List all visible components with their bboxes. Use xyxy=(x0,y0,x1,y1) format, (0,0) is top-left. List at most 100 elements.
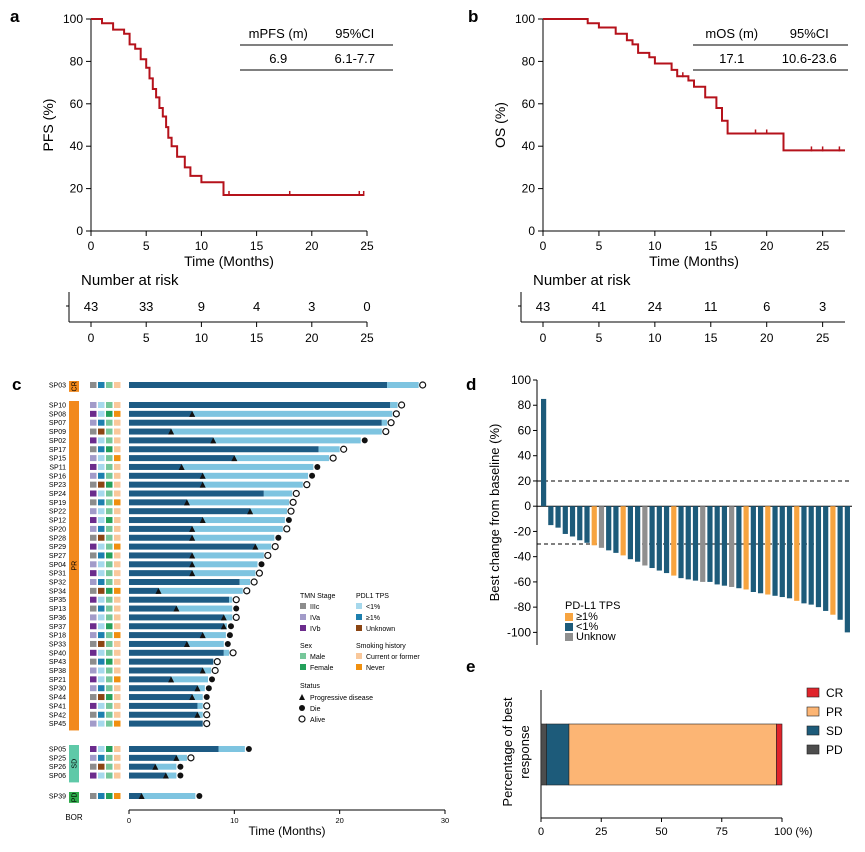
death-marker xyxy=(177,772,184,779)
segment-cr xyxy=(776,723,783,786)
swim-bar-pre xyxy=(129,640,187,647)
legend-title: TMN Stage xyxy=(300,593,336,600)
waterfall-bar xyxy=(649,506,655,569)
x-tick-label: 20 xyxy=(335,816,343,825)
attribute-tile xyxy=(106,552,113,559)
attribute-tile xyxy=(106,410,113,417)
segment-sd xyxy=(546,723,570,786)
swim-bar-pre xyxy=(129,499,187,506)
alive-marker xyxy=(229,649,237,657)
x-tick-label: 0 xyxy=(88,239,95,253)
alive-marker xyxy=(387,419,395,427)
attribute-tile xyxy=(98,517,105,524)
attribute-tile xyxy=(114,694,121,701)
swim-bar-post xyxy=(158,587,243,594)
attribute-tile xyxy=(114,720,121,727)
waterfall-bar xyxy=(823,506,829,611)
x-tick-label: 0 xyxy=(127,816,131,825)
attribute-tile xyxy=(114,587,121,594)
attribute-tile xyxy=(98,508,105,515)
attribute-tile xyxy=(98,490,105,497)
attribute-tile xyxy=(98,561,105,568)
risk-x-tick-label: 10 xyxy=(195,331,209,345)
attribute-tile xyxy=(106,508,113,515)
y-tick-label: 40 xyxy=(522,139,536,153)
attribute-tile xyxy=(90,402,97,408)
swim-bar-post xyxy=(239,579,251,585)
attribute-tile xyxy=(98,455,105,462)
risk-count: 33 xyxy=(139,299,153,314)
x-axis-label: Time (Months) xyxy=(249,824,326,838)
patient-id: SP21 xyxy=(49,677,66,684)
attribute-tile xyxy=(90,632,97,639)
progression-marker xyxy=(173,754,180,761)
attribute-tile xyxy=(90,455,97,462)
swim-bar-post xyxy=(202,667,212,674)
alive-marker xyxy=(213,658,221,666)
progression-marker xyxy=(199,667,206,674)
attribute-tile xyxy=(90,676,97,683)
swim-bar-post xyxy=(390,402,398,408)
patient-id: SP10 xyxy=(49,403,66,410)
patient-id: SP32 xyxy=(49,580,66,587)
swim-bar-post xyxy=(234,455,330,462)
attribute-tile xyxy=(90,525,97,532)
swim-bar-pre xyxy=(129,517,203,524)
x-tick-label: 10 xyxy=(230,816,238,825)
swim-bar-post xyxy=(223,649,230,656)
attribute-tile xyxy=(114,614,121,621)
swim-bar-post xyxy=(381,419,388,426)
y-tick-label: 60 xyxy=(522,97,536,111)
patient-id: SP08 xyxy=(49,411,66,418)
bor-block-pr xyxy=(69,401,79,731)
y-tick-label: 40 xyxy=(518,449,532,463)
death-marker xyxy=(233,605,240,612)
attribute-tile xyxy=(90,763,97,770)
y-tick-label: 80 xyxy=(518,398,532,412)
death-marker xyxy=(226,632,233,639)
patient-id: SP04 xyxy=(49,562,66,569)
swim-bar-pre xyxy=(129,534,193,541)
swim-bar-pre xyxy=(129,419,382,426)
swim-bar-pre xyxy=(129,649,224,656)
legend-title: PD-L1 TPS xyxy=(565,600,620,612)
table-value: 6.9 xyxy=(269,51,287,66)
waterfall-bar xyxy=(830,506,836,615)
waterfall-bar xyxy=(692,506,699,581)
attribute-tile xyxy=(98,772,105,779)
swim-bar-pre xyxy=(129,702,198,709)
waterfall-bar xyxy=(591,506,597,546)
legend-progression-marker xyxy=(299,694,305,700)
legend-swatch xyxy=(565,623,573,631)
attribute-tile xyxy=(98,605,105,612)
attribute-tile xyxy=(90,534,97,541)
legend-label: CR xyxy=(826,686,844,700)
attribute-tile xyxy=(114,437,121,444)
x-tick-label: 10 xyxy=(648,239,662,253)
attribute-tile xyxy=(106,463,113,470)
attribute-tile xyxy=(90,658,97,665)
attribute-tile xyxy=(90,543,97,550)
patient-id: SP24 xyxy=(49,491,66,498)
patient-id: SP43 xyxy=(49,659,66,666)
progression-marker xyxy=(189,561,196,568)
x-tick-label: 0 xyxy=(538,826,544,838)
legend-swatch xyxy=(300,653,306,659)
death-marker xyxy=(275,534,282,541)
attribute-tile xyxy=(98,596,105,603)
legend-label: IVb xyxy=(310,626,321,633)
progression-marker xyxy=(194,685,201,692)
alive-marker xyxy=(289,498,297,506)
bor-label: SD xyxy=(72,759,79,769)
swim-bar-post xyxy=(223,623,227,630)
legend-alive-marker xyxy=(298,715,306,723)
patient-id: SP15 xyxy=(49,456,66,463)
waterfall-bar xyxy=(569,506,576,537)
swim-bar-post xyxy=(192,410,393,417)
attribute-tile xyxy=(98,658,105,665)
alive-marker xyxy=(250,578,258,586)
swim-bar-post xyxy=(171,428,382,435)
progression-marker xyxy=(231,455,238,462)
death-marker xyxy=(203,694,210,701)
attribute-tile xyxy=(98,463,105,470)
